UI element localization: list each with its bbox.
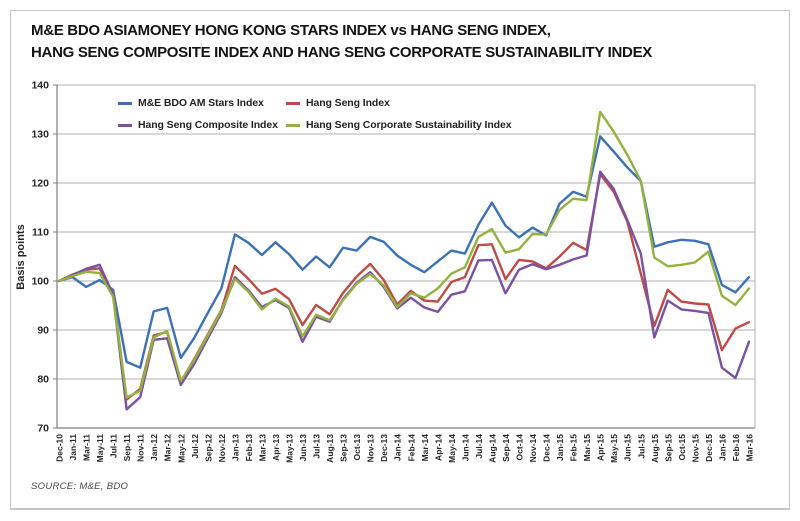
x-tick-label: Jul-15	[636, 434, 646, 459]
legend-marker-blue-line-icon	[118, 101, 132, 105]
chart-legend: M&E BDO AM Stars Index Hang Seng Index H…	[118, 92, 512, 136]
x-tick-label: Mar-11	[82, 434, 92, 461]
x-tick-label: Sep-11	[122, 434, 132, 462]
x-tick-label: Sep-12	[203, 434, 213, 462]
x-tick-label: May-15	[609, 434, 619, 463]
legend-item-hang-seng-index: Hang Seng Index	[286, 97, 390, 109]
legend-row-2: Hang Seng Composite Index Hang Seng Corp…	[118, 114, 512, 136]
legend-item-am-stars-index: M&E BDO AM Stars Index	[118, 97, 286, 109]
x-tick-label: Feb-16	[731, 434, 741, 462]
x-tick-label: Mar-16	[745, 434, 755, 462]
y-tick-label: 120	[31, 178, 49, 190]
x-tick-label: Jan-11	[68, 434, 78, 461]
x-tick-label: Jul-13	[312, 434, 322, 459]
x-tick-label: May-14	[447, 434, 457, 463]
x-tick-label: Oct-14	[515, 434, 525, 461]
legend-item-hang-seng-sustainability-index: Hang Seng Corporate Sustainability Index	[286, 119, 512, 131]
x-tick-label: Jul-14	[474, 434, 484, 459]
x-tick-label: Sep-14	[501, 434, 511, 462]
x-tick-label: Jun-13	[298, 434, 308, 462]
x-tick-label: Nov-12	[217, 434, 227, 463]
legend-label: Hang Seng Corporate Sustainability Index	[306, 119, 512, 131]
legend-label: M&E BDO AM Stars Index	[138, 97, 264, 109]
chart-title: M&E BDO ASIAMONEY HONG KONG STARS INDEX …	[31, 20, 731, 64]
x-tick-label: Dec-10	[55, 434, 65, 462]
x-tick-label: Apr-13	[271, 434, 281, 461]
x-tick-label: Nov-14	[528, 434, 538, 463]
y-tick-label: 110	[32, 227, 49, 239]
x-tick-label: Oct-15	[677, 434, 687, 461]
x-tick-label: Dec-15	[704, 434, 714, 462]
x-tick-label: Jan-16	[717, 434, 727, 461]
x-tick-label: Aug-15	[650, 434, 660, 463]
legend-marker-green-line-icon	[286, 123, 300, 127]
x-tick-label: May-12	[176, 434, 186, 463]
x-tick-label: Apr-15	[596, 434, 606, 461]
legend-row-1: M&E BDO AM Stars Index Hang Seng Index	[118, 92, 511, 114]
legend-marker-red-line-icon	[286, 101, 300, 105]
series-lines-layer	[57, 110, 751, 411]
chart-title-line1: M&E BDO ASIAMONEY HONG KONG STARS INDEX …	[31, 22, 551, 39]
x-tick-label: May-13	[285, 434, 295, 463]
x-tick-label: Mar-13	[257, 434, 267, 462]
axes-layer	[53, 84, 756, 429]
x-tick-label: Jun-14	[460, 434, 470, 462]
x-tick-label: Nov-15	[690, 434, 700, 463]
series-line-0	[57, 135, 751, 369]
y-axis-title: Basis points	[15, 224, 27, 289]
legend-item-hang-seng-composite-index: Hang Seng Composite Index	[118, 119, 286, 131]
y-tick-label: 90	[37, 325, 49, 337]
x-tick-label: Feb-14	[406, 434, 416, 462]
x-tick-label: Jan-15	[555, 434, 565, 461]
legend-label: Hang Seng Composite Index	[138, 119, 278, 131]
y-tick-label: 140	[31, 80, 49, 92]
x-tick-label: Oct-13	[352, 434, 362, 461]
x-tick-label: Aug-14	[487, 434, 497, 463]
x-tick-label: Jan-12	[149, 434, 159, 461]
x-tick-label: Mar-14	[420, 434, 430, 462]
source-note: SOURCE: M&E, BDO	[31, 481, 129, 492]
x-tick-label: Jul-12	[190, 434, 200, 459]
x-tick-label: Jan-13	[230, 434, 240, 461]
x-tick-label: Jan-14	[393, 434, 403, 461]
x-tick-label: Feb-15	[569, 434, 579, 462]
x-tick-label: Sep-13	[339, 434, 349, 462]
x-tick-label: Dec-13	[379, 434, 389, 462]
y-tick-label: 80	[37, 374, 49, 386]
gridlines-layer	[57, 84, 755, 429]
x-tick-label: Feb-13	[244, 434, 254, 462]
x-tick-label: Apr-14	[433, 434, 443, 461]
x-tick-label: May-11	[95, 434, 105, 463]
x-tick-label: Jun-15	[623, 434, 633, 462]
y-tick-label: 70	[37, 423, 49, 435]
x-tick-label: Dec-14	[542, 434, 552, 462]
x-tick-label: Mar-15	[582, 434, 592, 462]
chart-title-line2: HANG SENG COMPOSITE INDEX AND HANG SENG …	[31, 43, 652, 61]
x-tick-label: Nov-11	[136, 434, 146, 462]
series-line-3	[57, 110, 751, 399]
x-tick-label: Nov-13	[366, 434, 376, 463]
legend-label: Hang Seng Index	[306, 97, 390, 109]
legend-marker-purple-line-icon	[118, 123, 132, 127]
y-tick-label: 100	[31, 276, 49, 288]
x-tick-label: Jul-11	[109, 434, 119, 458]
x-tick-label: Sep-15	[663, 434, 673, 462]
y-tick-label: 130	[31, 129, 49, 141]
x-tick-label: Aug-13	[325, 434, 335, 463]
series-line-2	[57, 170, 751, 411]
x-tick-label: Mar-12	[163, 434, 173, 462]
